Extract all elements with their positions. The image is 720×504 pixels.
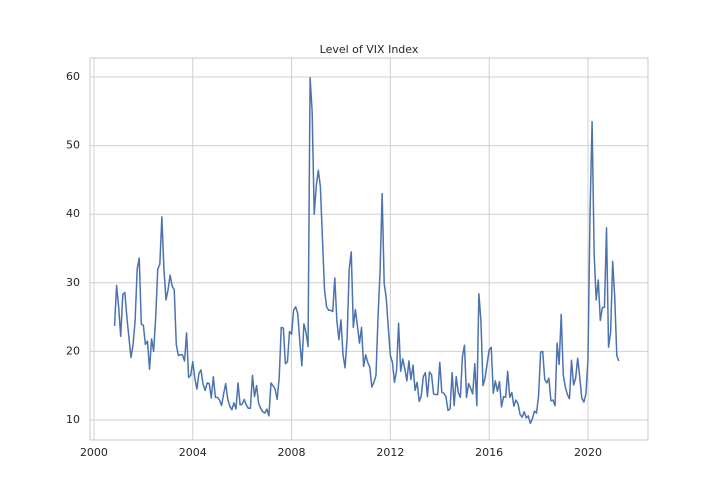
y-tick-label: 30 (66, 276, 80, 289)
x-tick-label: 2000 (80, 446, 108, 459)
y-tick-label: 40 (66, 207, 80, 220)
x-tick-label: 2004 (179, 446, 207, 459)
y-tick-label: 10 (66, 413, 80, 426)
x-tick-label: 2016 (475, 446, 503, 459)
y-tick-label: 50 (66, 139, 80, 152)
chart-title: Level of VIX Index (320, 43, 419, 56)
x-tick-label: 2020 (574, 446, 602, 459)
line-series (113, 76, 620, 425)
plot-frame (89, 57, 649, 441)
x-tick-label: 2008 (278, 446, 306, 459)
x-tick-label: 2012 (376, 446, 404, 459)
y-tick-label: 60 (66, 70, 80, 83)
y-tick-label: 20 (66, 344, 80, 357)
